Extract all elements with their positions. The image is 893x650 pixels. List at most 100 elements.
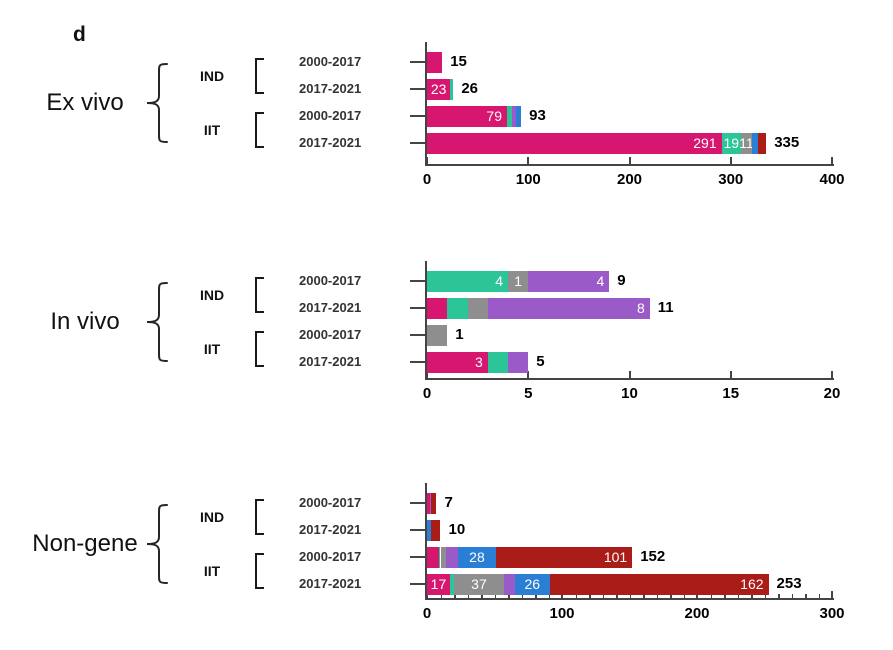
group-label: Ex vivo bbox=[46, 88, 124, 116]
bar-segment bbox=[508, 351, 529, 373]
bar-segment: 4 bbox=[528, 270, 610, 292]
bar-segment bbox=[512, 105, 517, 127]
x-axis-minor-tick bbox=[764, 594, 766, 598]
bar-segment: 79 bbox=[427, 105, 507, 127]
row-tick bbox=[410, 280, 425, 282]
x-axis-minor-tick bbox=[616, 594, 618, 598]
section-label-iit: IIT bbox=[203, 340, 221, 357]
segment-value: 79 bbox=[486, 108, 502, 124]
year-label: 2017-2021 bbox=[299, 300, 362, 315]
row-tick bbox=[410, 115, 425, 117]
x-axis-minor-tick bbox=[602, 594, 604, 598]
bar-segment bbox=[503, 573, 515, 595]
total-label: 10 bbox=[448, 521, 466, 538]
y-axis-line bbox=[425, 261, 427, 380]
x-axis-minor-tick bbox=[575, 594, 577, 598]
row-tick bbox=[410, 142, 425, 144]
section-label-iit: IIT bbox=[203, 121, 221, 138]
segment-value: 4 bbox=[596, 273, 605, 289]
x-axis-minor-tick bbox=[683, 594, 685, 598]
row-tick bbox=[410, 61, 425, 63]
x-axis-tick-label: 200 bbox=[616, 171, 643, 188]
section-label-ind: IND bbox=[199, 508, 225, 525]
y-axis-line bbox=[425, 42, 427, 166]
x-axis-tick-label: 300 bbox=[718, 171, 744, 188]
section-bracket-ind bbox=[255, 57, 264, 94]
segment-value: 162 bbox=[740, 576, 764, 592]
total-label: 26 bbox=[461, 80, 478, 97]
y-axis-line bbox=[425, 483, 427, 600]
row-tick bbox=[410, 529, 425, 531]
x-axis-tick-label: 20 bbox=[823, 385, 841, 402]
year-label: 2000-2017 bbox=[299, 108, 362, 123]
x-axis-line bbox=[425, 378, 834, 380]
total-label: 11 bbox=[657, 299, 674, 316]
total-label: 152 bbox=[640, 548, 666, 565]
x-axis-minor-tick bbox=[791, 594, 793, 598]
segment-value: 11 bbox=[739, 135, 754, 151]
x-axis-minor-tick bbox=[670, 594, 672, 598]
x-axis-minor-tick bbox=[656, 594, 658, 598]
bar-segment bbox=[445, 546, 459, 568]
section-bracket-ind bbox=[255, 498, 264, 535]
year-label: 2017-2021 bbox=[299, 81, 362, 96]
row-tick bbox=[410, 88, 425, 90]
year-label: 2000-2017 bbox=[299, 54, 362, 69]
total-label: 7 bbox=[444, 494, 453, 511]
bar-segment: 162 bbox=[549, 573, 769, 595]
bar-segment: 4 bbox=[427, 270, 508, 292]
year-label: 2000-2017 bbox=[299, 549, 362, 564]
bar-segment bbox=[439, 546, 441, 568]
section-label-ind: IND bbox=[199, 286, 225, 303]
bar-segment bbox=[467, 297, 488, 319]
segment-value: 23 bbox=[430, 81, 447, 97]
x-axis-tick bbox=[729, 371, 732, 378]
bar-segment bbox=[447, 297, 468, 319]
x-axis-minor-tick bbox=[589, 594, 591, 598]
row-tick bbox=[410, 556, 425, 558]
segment-value: 17 bbox=[430, 576, 447, 592]
x-axis-tick-label: 100 bbox=[515, 171, 541, 188]
bar-segment: 3 bbox=[427, 351, 488, 373]
x-axis-minor-tick bbox=[737, 594, 739, 598]
segment-value: 4 bbox=[495, 273, 503, 289]
total-label: 15 bbox=[450, 53, 467, 70]
segment-value: 26 bbox=[524, 576, 541, 592]
x-axis-tick-label: 15 bbox=[722, 385, 740, 402]
total-label: 253 bbox=[776, 575, 802, 592]
total-label: 93 bbox=[529, 107, 546, 124]
x-axis-minor-tick bbox=[494, 594, 496, 598]
group-brace bbox=[146, 281, 168, 362]
year-label: 2017-2021 bbox=[299, 576, 362, 591]
x-axis-tick bbox=[628, 371, 631, 378]
section-bracket-iit bbox=[255, 330, 264, 367]
group-brace bbox=[146, 503, 168, 584]
bar-segment: 1 bbox=[508, 270, 529, 292]
figure-label: d bbox=[73, 23, 86, 46]
x-axis-tick-label: 400 bbox=[819, 171, 845, 188]
total-label: 335 bbox=[774, 134, 800, 151]
x-axis-minor-tick bbox=[481, 594, 483, 598]
year-label: 2017-2021 bbox=[299, 135, 362, 150]
x-axis-tick-label: 100 bbox=[549, 605, 575, 622]
bar-segment bbox=[427, 492, 430, 514]
bar-segment bbox=[450, 78, 454, 100]
x-axis-tick-label: 0 bbox=[422, 605, 432, 622]
x-axis-tick-label: 200 bbox=[684, 605, 710, 622]
segment-value: 8 bbox=[636, 300, 645, 316]
x-axis-tick-label: 300 bbox=[819, 605, 845, 622]
bar-segment: 101 bbox=[495, 546, 633, 568]
segment-value: 1 bbox=[514, 273, 523, 289]
bar-segment bbox=[440, 546, 446, 568]
x-axis-tick-label: 0 bbox=[422, 171, 432, 188]
x-axis-line bbox=[425, 598, 834, 600]
segment-value: 291 bbox=[693, 135, 717, 151]
x-axis-tick bbox=[527, 157, 530, 164]
x-axis-minor-tick bbox=[778, 594, 780, 598]
row-tick bbox=[410, 583, 425, 585]
x-axis-tick bbox=[426, 157, 428, 164]
bar-segment bbox=[449, 573, 454, 595]
x-axis-minor-tick bbox=[751, 594, 753, 598]
bar-segment: 8 bbox=[487, 297, 650, 319]
